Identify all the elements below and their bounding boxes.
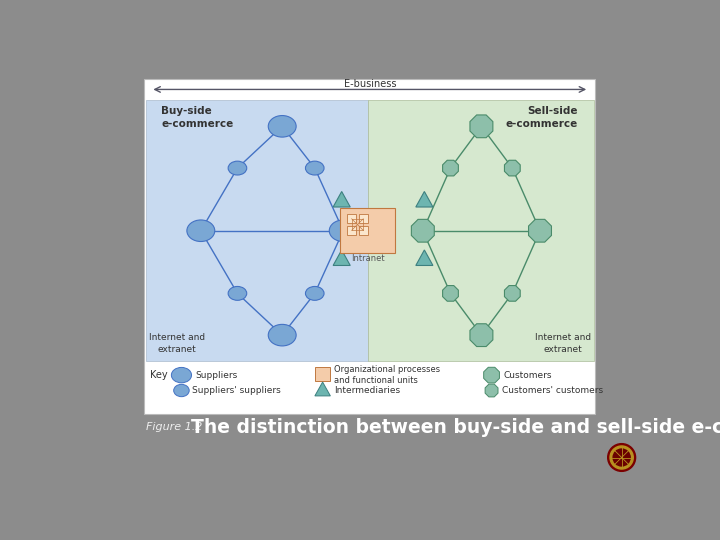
Polygon shape [505, 286, 521, 301]
Text: Customers: Customers [504, 370, 552, 380]
Polygon shape [443, 286, 459, 301]
Ellipse shape [228, 161, 247, 175]
FancyBboxPatch shape [340, 208, 395, 253]
Polygon shape [443, 160, 459, 176]
Ellipse shape [269, 325, 296, 346]
Text: E-business: E-business [343, 79, 396, 89]
Text: Figure 1.2: Figure 1.2 [145, 422, 202, 433]
Polygon shape [485, 384, 498, 397]
FancyBboxPatch shape [144, 79, 595, 414]
Text: Intranet: Intranet [351, 254, 384, 263]
Circle shape [608, 444, 636, 471]
Text: Suppliers: Suppliers [195, 370, 238, 380]
FancyBboxPatch shape [315, 367, 330, 381]
Ellipse shape [305, 286, 324, 300]
Ellipse shape [269, 116, 296, 137]
FancyBboxPatch shape [145, 100, 367, 361]
Text: Intermediaries: Intermediaries [334, 386, 400, 395]
Polygon shape [315, 382, 330, 396]
Ellipse shape [187, 220, 215, 241]
FancyBboxPatch shape [347, 214, 356, 224]
Polygon shape [333, 250, 350, 266]
Ellipse shape [329, 220, 357, 241]
Text: Key: Key [150, 370, 168, 380]
FancyBboxPatch shape [347, 226, 356, 235]
Polygon shape [416, 250, 433, 266]
Circle shape [610, 446, 634, 469]
FancyBboxPatch shape [359, 226, 368, 235]
Text: Organizational processes
and functional units: Organizational processes and functional … [334, 365, 441, 385]
Text: Customers' customers: Customers' customers [503, 386, 603, 395]
Text: Internet and
extranet: Internet and extranet [535, 333, 591, 354]
Polygon shape [411, 219, 434, 242]
Polygon shape [505, 160, 521, 176]
Text: Internet and
extranet: Internet and extranet [149, 333, 205, 354]
Circle shape [613, 449, 630, 466]
Polygon shape [416, 192, 433, 207]
Ellipse shape [171, 367, 192, 383]
Ellipse shape [174, 384, 189, 397]
Polygon shape [333, 192, 350, 207]
FancyBboxPatch shape [367, 100, 594, 361]
Ellipse shape [228, 286, 247, 300]
Polygon shape [484, 367, 500, 383]
Polygon shape [470, 115, 493, 138]
Polygon shape [470, 324, 493, 347]
FancyBboxPatch shape [359, 214, 368, 224]
Ellipse shape [305, 161, 324, 175]
Text: Buy-side
e-commerce: Buy-side e-commerce [161, 106, 233, 129]
Text: Sell-side
e-commerce: Sell-side e-commerce [506, 106, 578, 129]
Polygon shape [528, 219, 552, 242]
Text: Suppliers' suppliers: Suppliers' suppliers [192, 386, 281, 395]
Text: The distinction between buy-side and sell-side e-commerce: The distinction between buy-side and sel… [191, 418, 720, 437]
